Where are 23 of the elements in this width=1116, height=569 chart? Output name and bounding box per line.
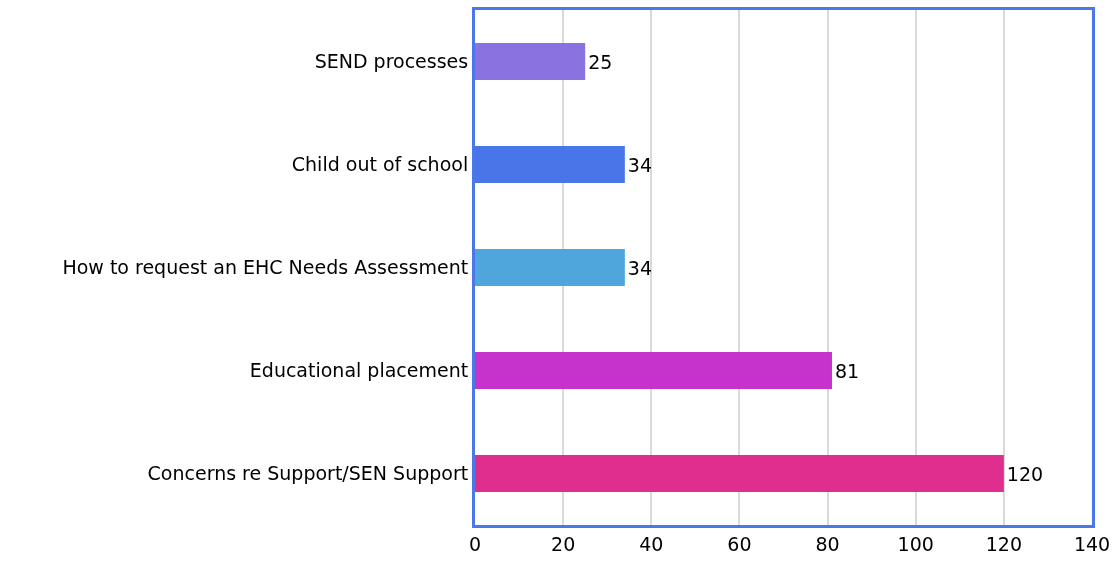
bar — [475, 145, 625, 184]
x-tick-label: 80 — [815, 532, 840, 555]
data-label: 120 — [1006, 462, 1044, 485]
y-tick-label: SEND processes — [314, 50, 469, 73]
data-label: 34 — [627, 153, 653, 176]
x-tick-label: 60 — [727, 532, 752, 555]
bar — [475, 248, 625, 287]
y-tick-label: Child out of school — [291, 153, 469, 176]
bar — [475, 351, 832, 390]
x-tick-label: 0 — [468, 532, 482, 555]
bar — [475, 42, 586, 81]
x-tick-label: 100 — [897, 532, 934, 555]
y-tick-label: Concerns re Support/SEN Support — [147, 462, 469, 485]
x-tick-label: 40 — [639, 532, 664, 555]
bar — [475, 454, 1004, 493]
x-tick-label: 20 — [551, 532, 576, 555]
data-label: 25 — [588, 50, 613, 73]
y-tick-label: Educational placement — [249, 359, 469, 382]
data-label: 81 — [834, 359, 860, 382]
data-label: 34 — [627, 256, 653, 279]
x-tick-label: 140 — [1073, 532, 1111, 555]
x-tick-label: 120 — [985, 532, 1022, 555]
y-tick-label: How to request an EHC Needs Assessment — [62, 256, 469, 279]
